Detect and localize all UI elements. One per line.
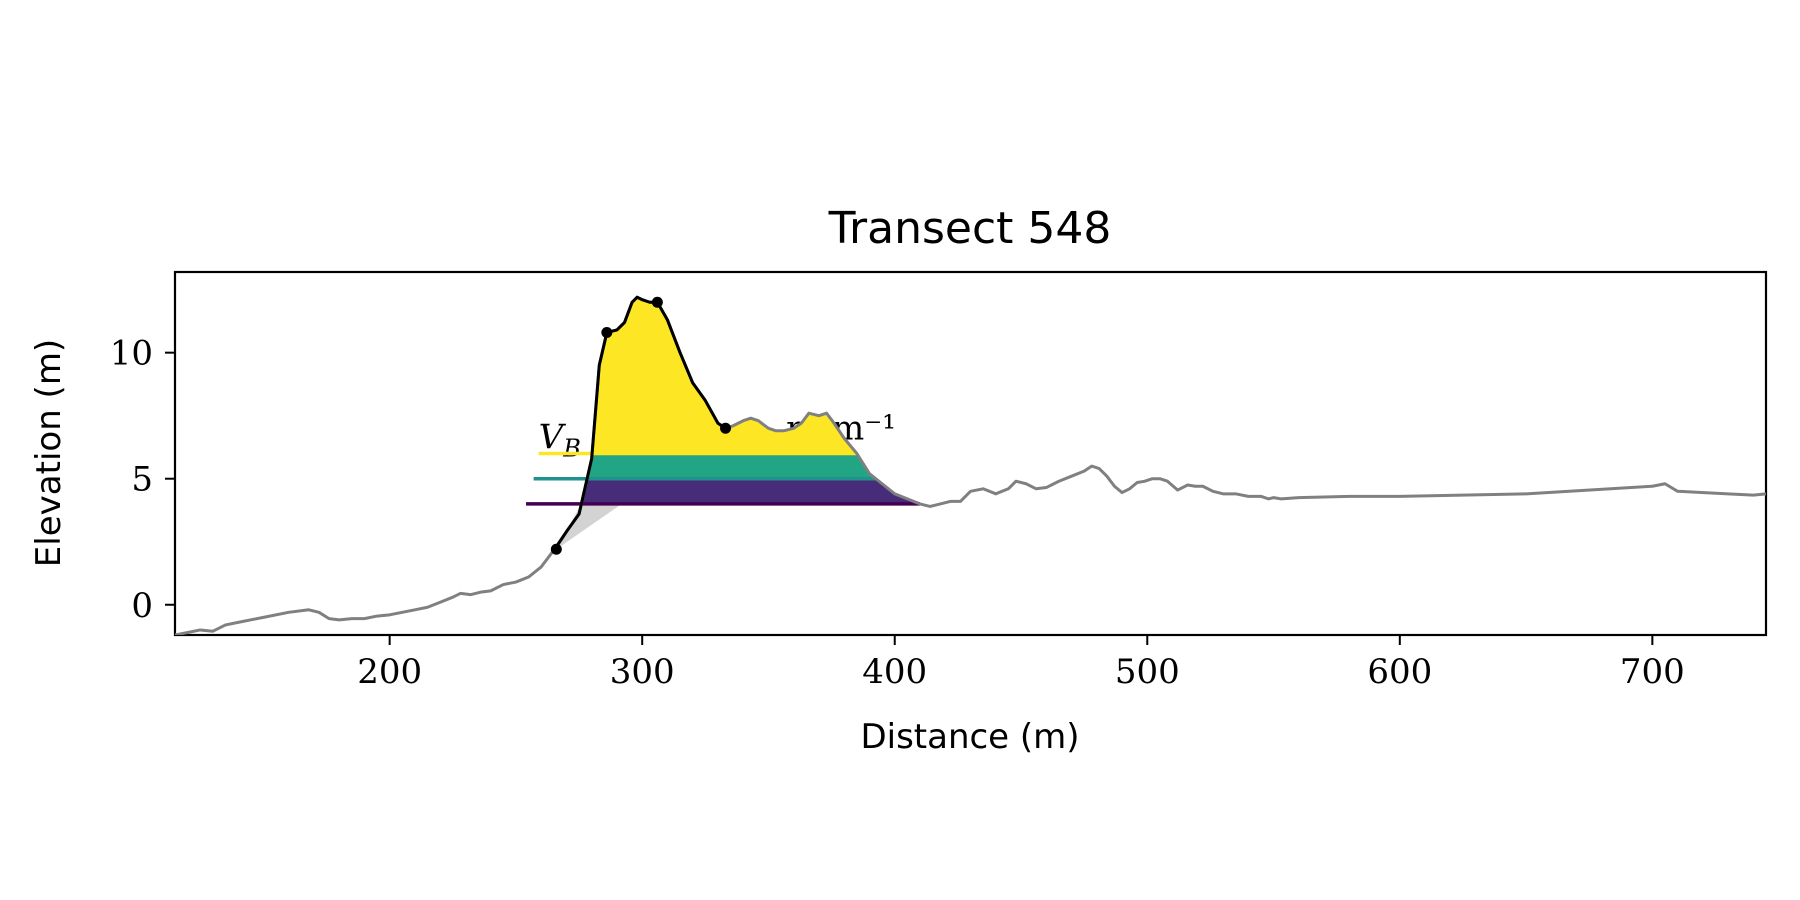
y-tick-label-0: 0: [131, 586, 153, 626]
volume-band-1: [587, 453, 876, 479]
y-axis-label: Elevation (m): [29, 339, 69, 567]
x-tick-label-400: 400: [862, 652, 927, 692]
dune-line: [555, 295, 727, 548]
x-tick-label-700: 700: [1620, 652, 1685, 692]
dune-point-1: [601, 327, 613, 338]
y-axis: 0 5 10: [110, 334, 175, 626]
dune-point-2: [651, 296, 663, 308]
x-axis-label: Distance (m): [860, 717, 1079, 757]
y-tick-label-5: 5: [131, 460, 153, 500]
dune-point-0: [550, 543, 562, 555]
plot-frame: [173, 270, 1768, 637]
chart-title: Transect 548: [828, 203, 1112, 254]
y-tick-label-10: 10: [110, 334, 153, 374]
x-tick-label-300: 300: [610, 652, 675, 692]
volume-band-2: [581, 478, 920, 504]
x-tick-label-600: 600: [1367, 652, 1432, 692]
dune-point-3: [720, 422, 732, 434]
base-wedge: [556, 503, 622, 550]
volume-annotation: VB: [539, 417, 581, 462]
plot-area: [175, 295, 1766, 635]
volume-band-0: [592, 297, 857, 454]
x-tick-label-500: 500: [1115, 652, 1180, 692]
x-axis: 200 300 400 500 600 700: [357, 635, 1685, 692]
profile-line: [175, 295, 1766, 635]
x-tick-label-200: 200: [357, 652, 422, 692]
